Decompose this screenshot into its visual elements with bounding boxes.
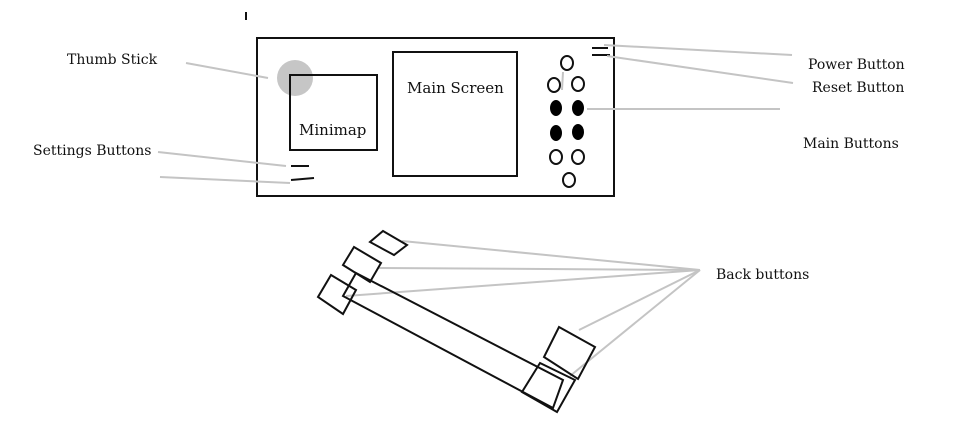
leader-back-1 bbox=[401, 240, 701, 271]
leader-main-buttons-2 bbox=[561, 71, 564, 91]
back-button-1 bbox=[368, 229, 409, 257]
main-screen-label: Main Screen bbox=[407, 79, 504, 97]
back-button-2 bbox=[341, 245, 383, 284]
button-lower-left bbox=[549, 149, 563, 165]
leader-back-2 bbox=[378, 267, 701, 271]
main-screen-box bbox=[392, 51, 518, 177]
button-filled-4 bbox=[572, 124, 584, 140]
device-body bbox=[256, 37, 615, 197]
settings-buttons-label: Settings Buttons bbox=[33, 143, 151, 159]
button-bottom bbox=[562, 172, 576, 188]
button-filled-1 bbox=[550, 100, 562, 116]
button-upper-left bbox=[547, 77, 561, 93]
button-filled-2 bbox=[572, 100, 584, 116]
leader-settings-2 bbox=[159, 176, 291, 184]
power-button-label: Power Button bbox=[808, 57, 905, 73]
back-button-4 bbox=[542, 325, 597, 381]
minimap-box bbox=[289, 74, 378, 151]
settings-button-2 bbox=[290, 177, 315, 181]
back-view bbox=[316, 229, 597, 414]
button-upper-right bbox=[571, 76, 585, 92]
button-top bbox=[560, 55, 574, 71]
front-view: Minimap Main Screen bbox=[256, 37, 615, 197]
back-button-5 bbox=[520, 361, 577, 414]
leader-back-4 bbox=[578, 269, 701, 331]
thumb-stick bbox=[277, 60, 313, 96]
reset-button-label: Reset Button bbox=[812, 80, 904, 96]
leader-thumb-stick bbox=[185, 62, 269, 79]
thumb-stick-label: Thumb Stick bbox=[67, 52, 158, 68]
main-buttons-group bbox=[547, 55, 585, 188]
back-button-3 bbox=[316, 273, 358, 316]
main-buttons-label: Main Buttons bbox=[803, 136, 899, 152]
device-side-body bbox=[341, 271, 565, 410]
leader-power bbox=[603, 44, 793, 56]
leader-back-5 bbox=[569, 269, 701, 377]
leader-back-3 bbox=[345, 269, 701, 297]
leader-lines bbox=[157, 44, 794, 377]
back-buttons-label: Back buttons bbox=[716, 267, 809, 283]
leader-reset bbox=[606, 55, 794, 84]
button-filled-3 bbox=[550, 125, 562, 141]
minimap-label: Minimap bbox=[299, 121, 366, 139]
leader-settings-1 bbox=[157, 151, 287, 167]
button-lower-right bbox=[571, 149, 585, 165]
